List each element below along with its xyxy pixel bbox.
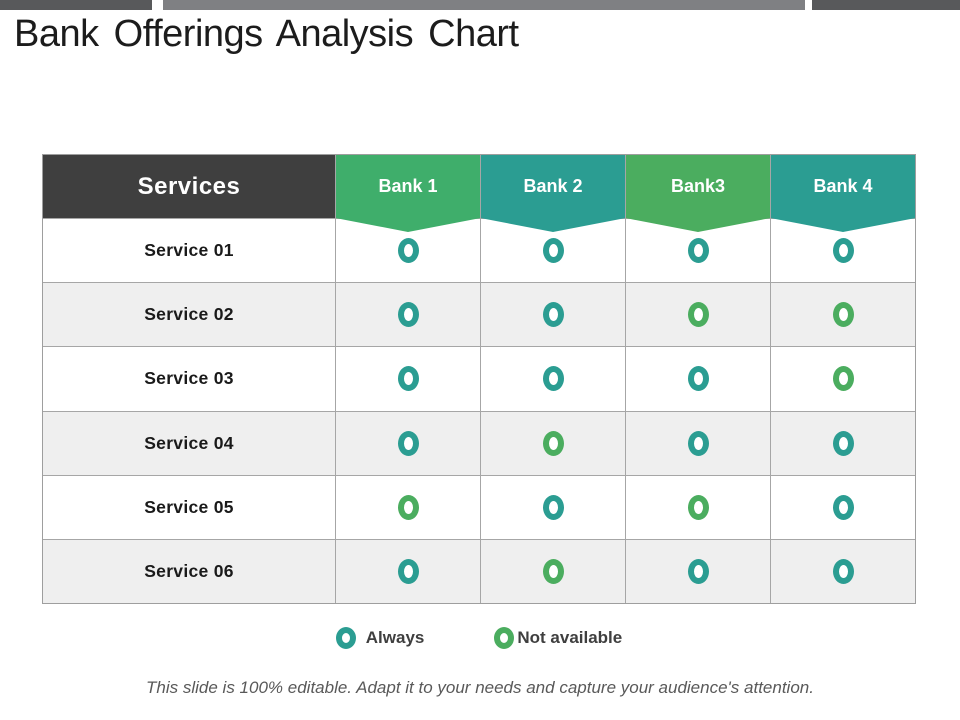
availability-cell	[770, 411, 915, 475]
availability-cell	[480, 539, 625, 604]
table-header-row: Services Bank 1 Bank 2 Bank3 Bank 4	[43, 155, 915, 232]
availability-ring-icon	[397, 494, 419, 520]
availability-cell	[480, 219, 625, 283]
services-header-cell: Services	[43, 155, 335, 218]
availability-ring-icon	[832, 430, 854, 456]
availability-cell	[480, 347, 625, 411]
service-label: Service 03	[144, 368, 234, 389]
service-label: Service 02	[144, 304, 234, 325]
table-row: Service 05	[43, 474, 915, 539]
availability-cell	[770, 475, 915, 539]
legend-label-always: Always	[365, 628, 425, 647]
availability-cell	[335, 539, 480, 604]
availability-ring-icon	[397, 559, 419, 585]
availability-cell	[770, 539, 915, 604]
availability-ring-icon	[542, 366, 564, 392]
availability-ring-icon	[542, 430, 564, 456]
availability-ring-icon	[397, 238, 419, 264]
availability-cell	[625, 283, 770, 347]
bank4-header-cell: Bank 4	[770, 155, 915, 232]
availability-ring-icon	[687, 430, 709, 456]
table-row: Service 01	[43, 218, 915, 283]
availability-cell	[335, 219, 480, 283]
service-label: Service 05	[144, 496, 234, 517]
availability-ring-icon	[397, 366, 419, 392]
table-row: Service 04	[43, 410, 915, 475]
availability-ring-icon	[687, 238, 709, 264]
footer-note: This slide is 100% editable. Adapt it to…	[146, 678, 814, 697]
availability-ring-icon	[542, 494, 564, 520]
availability-cell	[480, 475, 625, 539]
availability-cell	[335, 283, 480, 347]
availability-cell	[625, 539, 770, 604]
availability-ring-icon	[542, 559, 564, 585]
bank4-header-label: Bank 4	[813, 176, 873, 196]
availability-ring-icon	[687, 302, 709, 328]
availability-cell	[770, 347, 915, 411]
bank3-header-label: Bank3	[670, 176, 726, 196]
table-row: Service 02	[43, 282, 915, 347]
availability-cell	[335, 475, 480, 539]
bank1-header-banner	[336, 155, 480, 232]
availability-cell	[770, 219, 915, 283]
availability-cell	[480, 283, 625, 347]
not-available-ring-icon	[494, 627, 515, 649]
availability-cell	[480, 411, 625, 475]
bank4-header-banner	[771, 155, 915, 232]
availability-ring-icon	[542, 238, 564, 264]
availability-ring-icon	[832, 559, 854, 585]
service-label: Service 04	[144, 432, 234, 453]
availability-ring-icon	[832, 494, 854, 520]
legend-item-always: Always	[335, 627, 425, 649]
availability-cell	[625, 347, 770, 411]
always-ring-icon	[335, 627, 356, 649]
bank2-header-label: Bank 2	[523, 176, 583, 196]
availability-cell	[770, 283, 915, 347]
table-row: Service 06	[43, 538, 915, 604]
service-label: Service 01	[144, 240, 234, 261]
service-label: Service 06	[144, 561, 234, 582]
availability-cell	[335, 347, 480, 411]
bank3-header-cell: Bank3	[625, 155, 770, 232]
top-bar-right-segment	[812, 0, 960, 10]
availability-ring-icon	[832, 366, 854, 392]
bank1-header-label: Bank 1	[378, 176, 438, 196]
offerings-table: Services Bank 1 Bank 2 Bank3 Bank 4 Serv…	[42, 154, 916, 605]
bank1-header-cell: Bank 1	[335, 155, 480, 232]
availability-ring-icon	[832, 238, 854, 264]
top-bar-left-segment	[0, 0, 152, 10]
availability-ring-icon	[542, 302, 564, 328]
table-row: Service 03	[43, 346, 915, 411]
page-title: Bank Offerings Analysis Chart	[14, 13, 519, 55]
availability-cell	[625, 219, 770, 283]
legend-label-not-available: Not available	[517, 628, 623, 647]
availability-ring-icon	[687, 559, 709, 585]
availability-ring-icon	[832, 302, 854, 328]
availability-ring-icon	[397, 302, 419, 328]
availability-ring-icon	[687, 494, 709, 520]
legend: Always Not available	[42, 627, 916, 649]
availability-ring-icon	[687, 366, 709, 392]
availability-cell	[335, 411, 480, 475]
availability-cell	[625, 475, 770, 539]
availability-ring-icon	[397, 430, 419, 456]
bank2-header-cell: Bank 2	[480, 155, 625, 232]
availability-cell	[625, 411, 770, 475]
legend-item-not-available: Not available	[494, 627, 622, 649]
bank3-header-banner	[626, 155, 770, 232]
top-bar-middle-segment	[163, 0, 805, 10]
bank2-header-banner	[481, 155, 625, 232]
